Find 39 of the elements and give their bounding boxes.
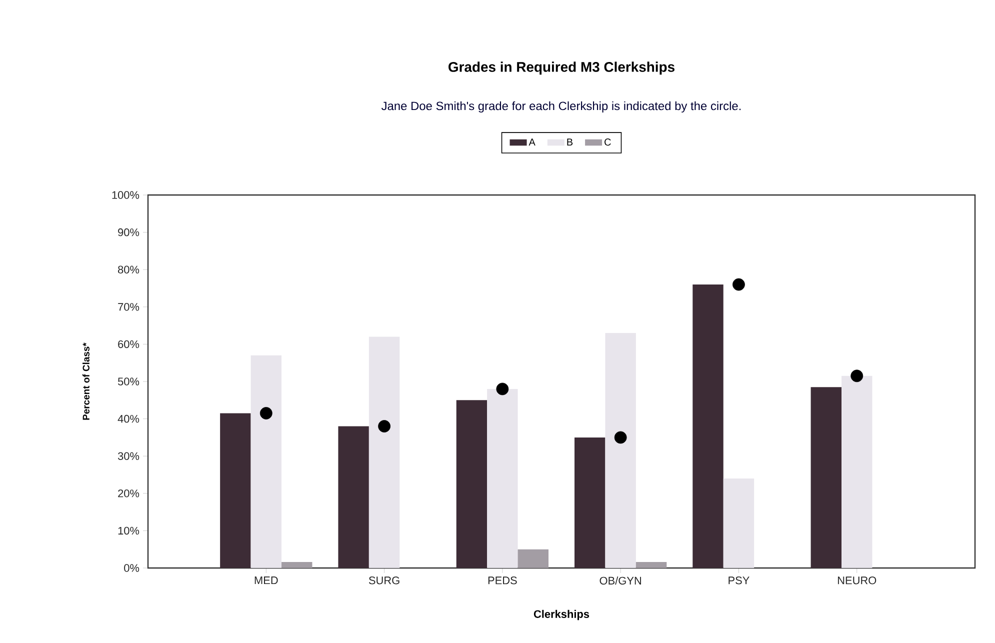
y-tick-label: 60% [118,340,140,348]
bar [842,376,872,568]
bar [636,562,667,568]
legend-label: C [604,138,611,146]
point [496,382,509,396]
point [260,407,272,420]
chart-title: Grades in Required M3 Clerkships [448,62,674,75]
chart-subtitle: Jane Doe Smith's grade for each Clerkship is indicated by the circle. [381,101,741,113]
x-tick-label: SURG [368,576,400,584]
bar [487,388,518,568]
x-tick-label: PEDS [488,576,517,584]
y-tick-label: 50% [118,378,140,386]
x-tick-label: OB/GYN [600,576,641,585]
y-tick-label: 80% [118,266,140,274]
y-tick-label: 100% [112,191,140,199]
bar [282,562,312,568]
point [378,420,390,432]
y-tick-label: 0% [124,564,140,572]
x-axis-title: Clerkships [534,610,590,620]
legend-label: A [528,138,536,146]
x-tick-label: NEURO [838,576,876,584]
y-tick-label: 40% [118,414,140,423]
bar [723,478,754,568]
y-axis-title: Percent of Class* [82,342,90,420]
x-tick-label: MED [254,576,278,584]
y-tick-label: 90% [118,228,140,236]
bar [250,355,282,568]
bar [605,333,636,568]
legend-label: B [567,138,573,146]
point [614,431,627,444]
y-tick-label: 20% [118,490,140,498]
x-tick-label: PSY [728,576,750,584]
point [850,370,864,382]
y-tick-label: 30% [118,452,140,460]
bar [518,549,549,568]
y-tick-label: 70% [118,303,140,311]
y-tick-label: 10% [118,526,140,535]
point [732,278,745,291]
bar [368,336,400,568]
